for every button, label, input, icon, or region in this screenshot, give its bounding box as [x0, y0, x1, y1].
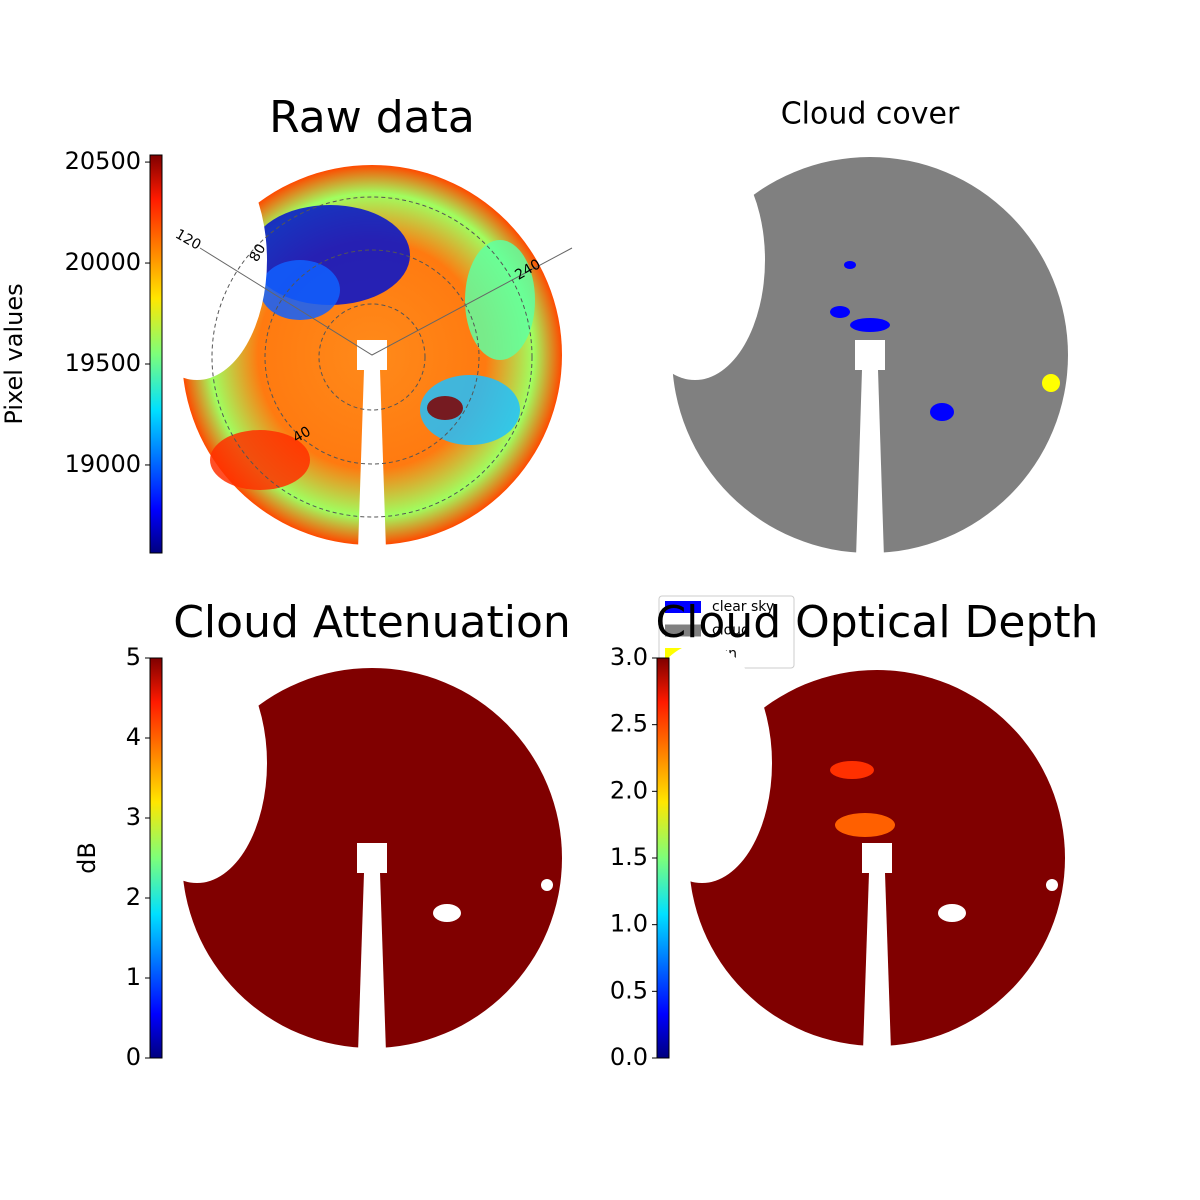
polar-ring [211, 196, 533, 518]
masked-region [433, 904, 461, 922]
sun-region [1042, 374, 1060, 392]
image-region [260, 260, 340, 320]
colorbar-label: dB [73, 842, 101, 874]
polar-ring [318, 303, 426, 411]
colorbar-tick-label: 3.0 [610, 643, 648, 671]
colorbar-tick-label: 2.0 [610, 776, 648, 804]
masked-region [938, 904, 966, 922]
polar-axis [199, 247, 573, 356]
colorbar [656, 657, 670, 1059]
colorbar-tick-label: 0.0 [610, 1043, 648, 1071]
polar-label: 80 [247, 241, 270, 264]
masked-region [1046, 879, 1058, 891]
image-region [210, 430, 310, 490]
colorbar-label: Pixel values [0, 283, 28, 424]
colorbar-tick-label: 5 [126, 643, 141, 671]
colorbar-tick-label: 3 [126, 803, 141, 831]
colorbar [149, 154, 163, 554]
masked-region [541, 879, 553, 891]
pole-mask [856, 370, 884, 558]
clear-sky-region [844, 261, 856, 269]
colorbar [149, 657, 163, 1059]
masked-region [625, 140, 765, 380]
image-region [427, 396, 463, 420]
colorbar-tick-label: 2.5 [610, 710, 648, 738]
panel-title: Cloud Optical Depth [655, 597, 1098, 648]
polar-ring [264, 249, 480, 465]
image-region [420, 375, 520, 445]
clear-sky-region [930, 403, 954, 421]
masked-region [632, 643, 772, 883]
masked-region [127, 643, 267, 883]
colorbar-tick-label: 19500 [65, 349, 141, 377]
colorbar-tick-label: 4 [126, 723, 141, 751]
colorbar-tick-label: 19000 [65, 450, 141, 478]
masked-region [127, 140, 267, 380]
pole-mask [863, 873, 891, 1051]
panel-title: Cloud cover [781, 97, 960, 132]
image-region [465, 240, 535, 360]
colorbar-tick-label: 1.5 [610, 843, 648, 871]
colorbar-tick-label: 1.0 [610, 910, 648, 938]
colorbar-tick-label: 20500 [65, 147, 141, 175]
colorbar-tick-label: 0.5 [610, 976, 648, 1004]
colorbar-tick-label: 20000 [65, 248, 141, 276]
pole-mask [358, 873, 386, 1053]
legend-label: cloud [712, 623, 750, 639]
clear-sky-region [850, 318, 890, 332]
legend-swatch [665, 624, 701, 637]
clear-sky-region [830, 306, 850, 318]
pole-mask [358, 370, 386, 550]
pole-mask [357, 843, 387, 873]
panel-title: Cloud Attenuation [173, 597, 571, 648]
pole-mask [862, 843, 892, 873]
colorbar-tick-label: 0 [126, 1043, 141, 1071]
colorbar-tick-label: 1 [126, 963, 141, 991]
image-region [830, 761, 874, 779]
pole-mask [855, 340, 885, 370]
image-region [835, 813, 895, 837]
polar-label: 40 [290, 424, 313, 447]
panel-title: Raw data [269, 92, 475, 143]
legend-label: clear sky [712, 599, 774, 615]
colorbar-tick-label: 2 [126, 883, 141, 911]
legend-swatch [665, 601, 701, 613]
